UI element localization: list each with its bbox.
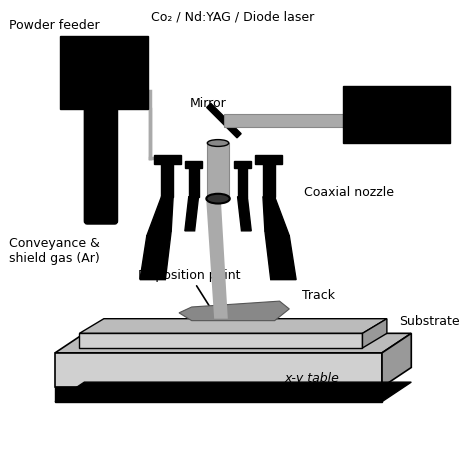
- Bar: [234, 161, 251, 169]
- Bar: [207, 104, 241, 138]
- Polygon shape: [263, 197, 289, 236]
- Text: Coaxial nozzle: Coaxial nozzle: [304, 186, 394, 199]
- Polygon shape: [80, 334, 363, 348]
- Polygon shape: [382, 334, 411, 387]
- Bar: [154, 156, 181, 165]
- Text: Substrate: Substrate: [400, 314, 460, 327]
- Ellipse shape: [101, 97, 111, 107]
- Bar: [185, 161, 202, 169]
- Polygon shape: [265, 231, 296, 280]
- Polygon shape: [263, 163, 274, 197]
- Text: Mirror: Mirror: [190, 97, 227, 110]
- Polygon shape: [55, 353, 382, 387]
- Bar: [60, 37, 148, 110]
- Ellipse shape: [207, 140, 229, 147]
- FancyBboxPatch shape: [84, 107, 118, 225]
- Polygon shape: [55, 387, 382, 402]
- Bar: [224, 115, 385, 128]
- Polygon shape: [189, 165, 199, 197]
- Polygon shape: [55, 334, 411, 353]
- Bar: [207, 144, 229, 200]
- Polygon shape: [363, 319, 387, 348]
- Text: Powder feeder: Powder feeder: [9, 19, 100, 32]
- Text: Conveyance &
shield gas (Ar): Conveyance & shield gas (Ar): [9, 236, 100, 264]
- Polygon shape: [206, 202, 228, 319]
- Polygon shape: [237, 197, 251, 231]
- Polygon shape: [80, 319, 387, 334]
- Polygon shape: [147, 197, 173, 236]
- Ellipse shape: [206, 194, 230, 204]
- Ellipse shape: [89, 97, 99, 107]
- Polygon shape: [55, 382, 411, 402]
- Text: Co₂ / Nd:YAG / Diode laser: Co₂ / Nd:YAG / Diode laser: [151, 10, 314, 23]
- Polygon shape: [179, 301, 289, 321]
- Bar: [255, 156, 283, 165]
- Polygon shape: [185, 197, 199, 231]
- Polygon shape: [140, 231, 171, 280]
- Text: Track: Track: [302, 288, 335, 301]
- Polygon shape: [237, 165, 247, 197]
- Text: x-y table: x-y table: [284, 371, 339, 384]
- Polygon shape: [162, 163, 173, 197]
- Bar: [343, 87, 450, 144]
- Text: Deposition point: Deposition point: [138, 268, 240, 313]
